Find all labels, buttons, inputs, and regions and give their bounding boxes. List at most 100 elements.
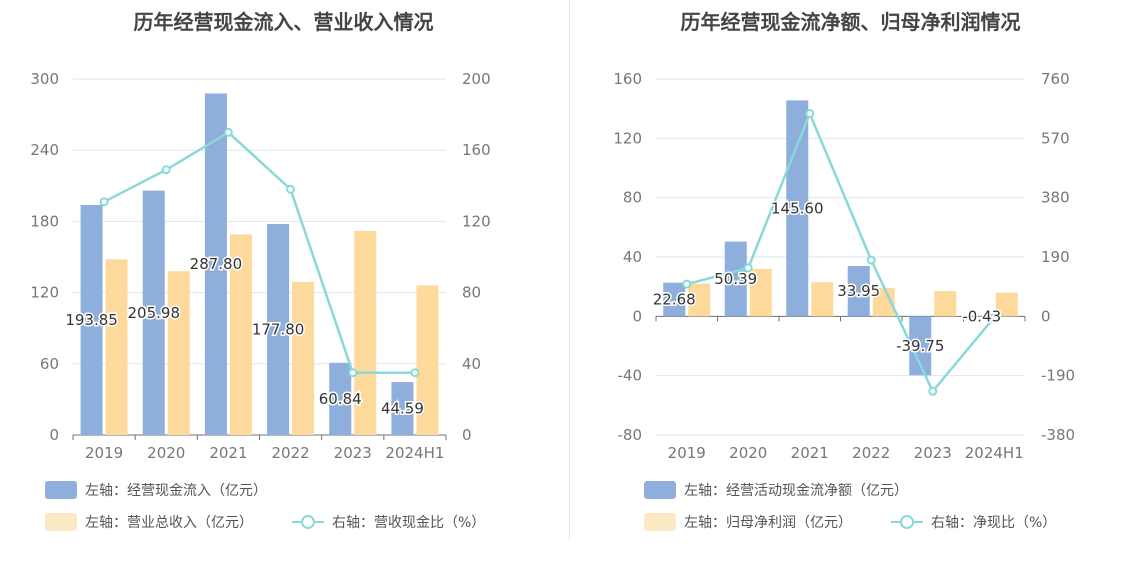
x-axis-tick-label: 2022: [271, 444, 309, 462]
bar-secondary: [995, 292, 1018, 317]
x-axis-tick-label: 2020: [729, 444, 767, 462]
bar-secondary: [354, 230, 377, 435]
bar-primary: [204, 93, 227, 436]
ratio-line-point: [805, 109, 815, 119]
y-axis-tick-label: 0: [632, 307, 642, 325]
bar-data-label: 145.60: [771, 199, 824, 217]
bar-data-label: 22.68: [653, 291, 696, 309]
y-axis-tick-label: 0: [49, 426, 59, 444]
x-axis-tick-label: 2023: [334, 444, 372, 462]
bar-primary: [391, 382, 414, 435]
left-chart-panel: 历年经营现金流入、营业收入情况 0 60 120 180 240 300 0 40 80 120 1…: [30, 10, 491, 532]
right-legend-item-1[interactable]: 左轴：经营活动现金流净额（亿元）: [644, 480, 908, 500]
legend-swatch-orange: [644, 513, 676, 531]
bar-secondary: [229, 234, 252, 435]
legend-line-marker-icon: [292, 513, 324, 531]
x-axis-tick-label: 2024H1: [965, 444, 1024, 462]
ratio-line-point: [286, 184, 296, 194]
right-chart-plot: -80 -40 0 40 80 120 160 -380 -190 0 190 380 570 760 20…: [613, 70, 1075, 462]
left-legend-item-1[interactable]: 左轴：经营现金流入（亿元）: [45, 480, 267, 500]
bar-primary: [142, 190, 165, 435]
x-axis-tick-label: 2019: [668, 444, 706, 462]
bar-primary: [909, 316, 932, 376]
bar-secondary: [167, 271, 190, 435]
bar-secondary: [811, 282, 834, 317]
y2-axis-tick-label: 380: [1041, 189, 1070, 207]
y2-axis-tick-label: 160: [462, 141, 491, 159]
bar-data-label: 205.98: [128, 304, 181, 322]
legend-swatch-blue: [644, 481, 676, 499]
ratio-line-point: [866, 255, 876, 265]
y2-axis-tick-label: 200: [462, 70, 491, 88]
right-legend-item-3[interactable]: 右轴：净现比（%）: [891, 512, 1056, 532]
bar-data-label: 177.80: [252, 321, 305, 339]
ratio-line-point: [99, 197, 109, 207]
ratio-line-point: [928, 386, 938, 396]
y2-axis-tick-label: 0: [462, 426, 472, 444]
bar-secondary: [416, 285, 439, 435]
bar-data-label: 287.80: [190, 255, 243, 273]
bar-data-label: 33.95: [837, 282, 880, 300]
bar-data-label: -0.43: [962, 308, 1001, 326]
y-axis-tick-label: -80: [618, 426, 643, 444]
x-axis-tick-label: 2024H1: [385, 444, 444, 462]
bar-secondary: [749, 268, 772, 317]
left-legend-item-3[interactable]: 右轴：营收现金比（%）: [292, 512, 485, 532]
bar-primary: [847, 265, 870, 317]
y-axis-tick-label: 240: [30, 141, 59, 159]
left-legend-item-2[interactable]: 左轴：营业总收入（亿元）: [45, 512, 253, 532]
y2-axis-tick-label: 760: [1041, 70, 1070, 88]
bar-secondary: [934, 291, 957, 317]
y-axis-tick-label: 160: [613, 70, 642, 88]
legend-label: 左轴：营业总收入（亿元）: [85, 515, 253, 531]
x-axis-tick-label: 2022: [852, 444, 890, 462]
x-axis-tick-label: 2023: [914, 444, 952, 462]
y2-axis-tick-label: 0: [1041, 307, 1051, 325]
legend-label: 左轴：归母净利润（亿元）: [684, 515, 852, 531]
ratio-line-point: [743, 263, 753, 273]
ratio-line: [103, 130, 415, 374]
y-axis-tick-label: 120: [613, 129, 642, 147]
legend-swatch-blue: [45, 481, 77, 499]
legend-label: 左轴：经营活动现金流净额（亿元）: [684, 483, 908, 499]
bar-primary: [724, 241, 747, 317]
y2-axis-tick-label: 190: [1041, 248, 1070, 266]
ratio-line-point: [348, 368, 358, 378]
bar-data-label: 44.59: [381, 400, 424, 418]
x-axis-tick-label: 2019: [85, 444, 123, 462]
panel-divider: [569, 0, 570, 540]
ratio-line-point: [161, 165, 171, 175]
legend-label: 左轴：经营现金流入（亿元）: [85, 483, 267, 499]
y2-axis-tick-label: -380: [1041, 426, 1075, 444]
ratio-line-point: [682, 279, 692, 289]
ratio-line: [686, 110, 996, 394]
right-legend-item-2[interactable]: 左轴：归母净利润（亿元）: [644, 512, 852, 532]
legend-swatch-orange: [45, 513, 77, 531]
right-chart-title: 历年经营现金流净额、归母净利润情况: [680, 10, 1021, 34]
bar-secondary: [872, 288, 895, 317]
bar-primary: [329, 362, 352, 435]
ratio-line-point: [989, 312, 999, 322]
legend-line-marker-icon: [891, 513, 923, 531]
right-chart-panel: 历年经营现金流净额、归母净利润情况 -80 -40 0 40 80 120 160 -380-…: [567, 0, 1134, 582]
y-axis-tick-label: -40: [618, 367, 643, 385]
y2-axis-tick-label: 80: [462, 284, 481, 302]
y2-axis-tick-label: 120: [462, 212, 491, 230]
y-axis-tick-label: 180: [30, 212, 59, 230]
ratio-line-point: [410, 368, 420, 378]
y-axis-tick-label: 80: [623, 189, 642, 207]
bar-data-label: 60.84: [319, 390, 362, 408]
bar-primary: [663, 282, 686, 317]
bar-primary: [267, 224, 290, 435]
x-axis-tick-label: 2020: [147, 444, 185, 462]
y-axis-tick-label: 120: [30, 284, 59, 302]
legend-label: 右轴：净现比（%）: [931, 515, 1057, 531]
ratio-line-point: [223, 127, 233, 137]
y-axis-tick-label: 60: [40, 355, 59, 373]
x-axis-tick-label: 2021: [791, 444, 829, 462]
y2-axis-tick-label: -190: [1041, 367, 1075, 385]
bar-secondary: [688, 283, 711, 317]
x-axis-tick-label: 2021: [209, 444, 247, 462]
bar-primary: [970, 316, 993, 317]
y-axis-tick-label: 300: [30, 70, 59, 88]
